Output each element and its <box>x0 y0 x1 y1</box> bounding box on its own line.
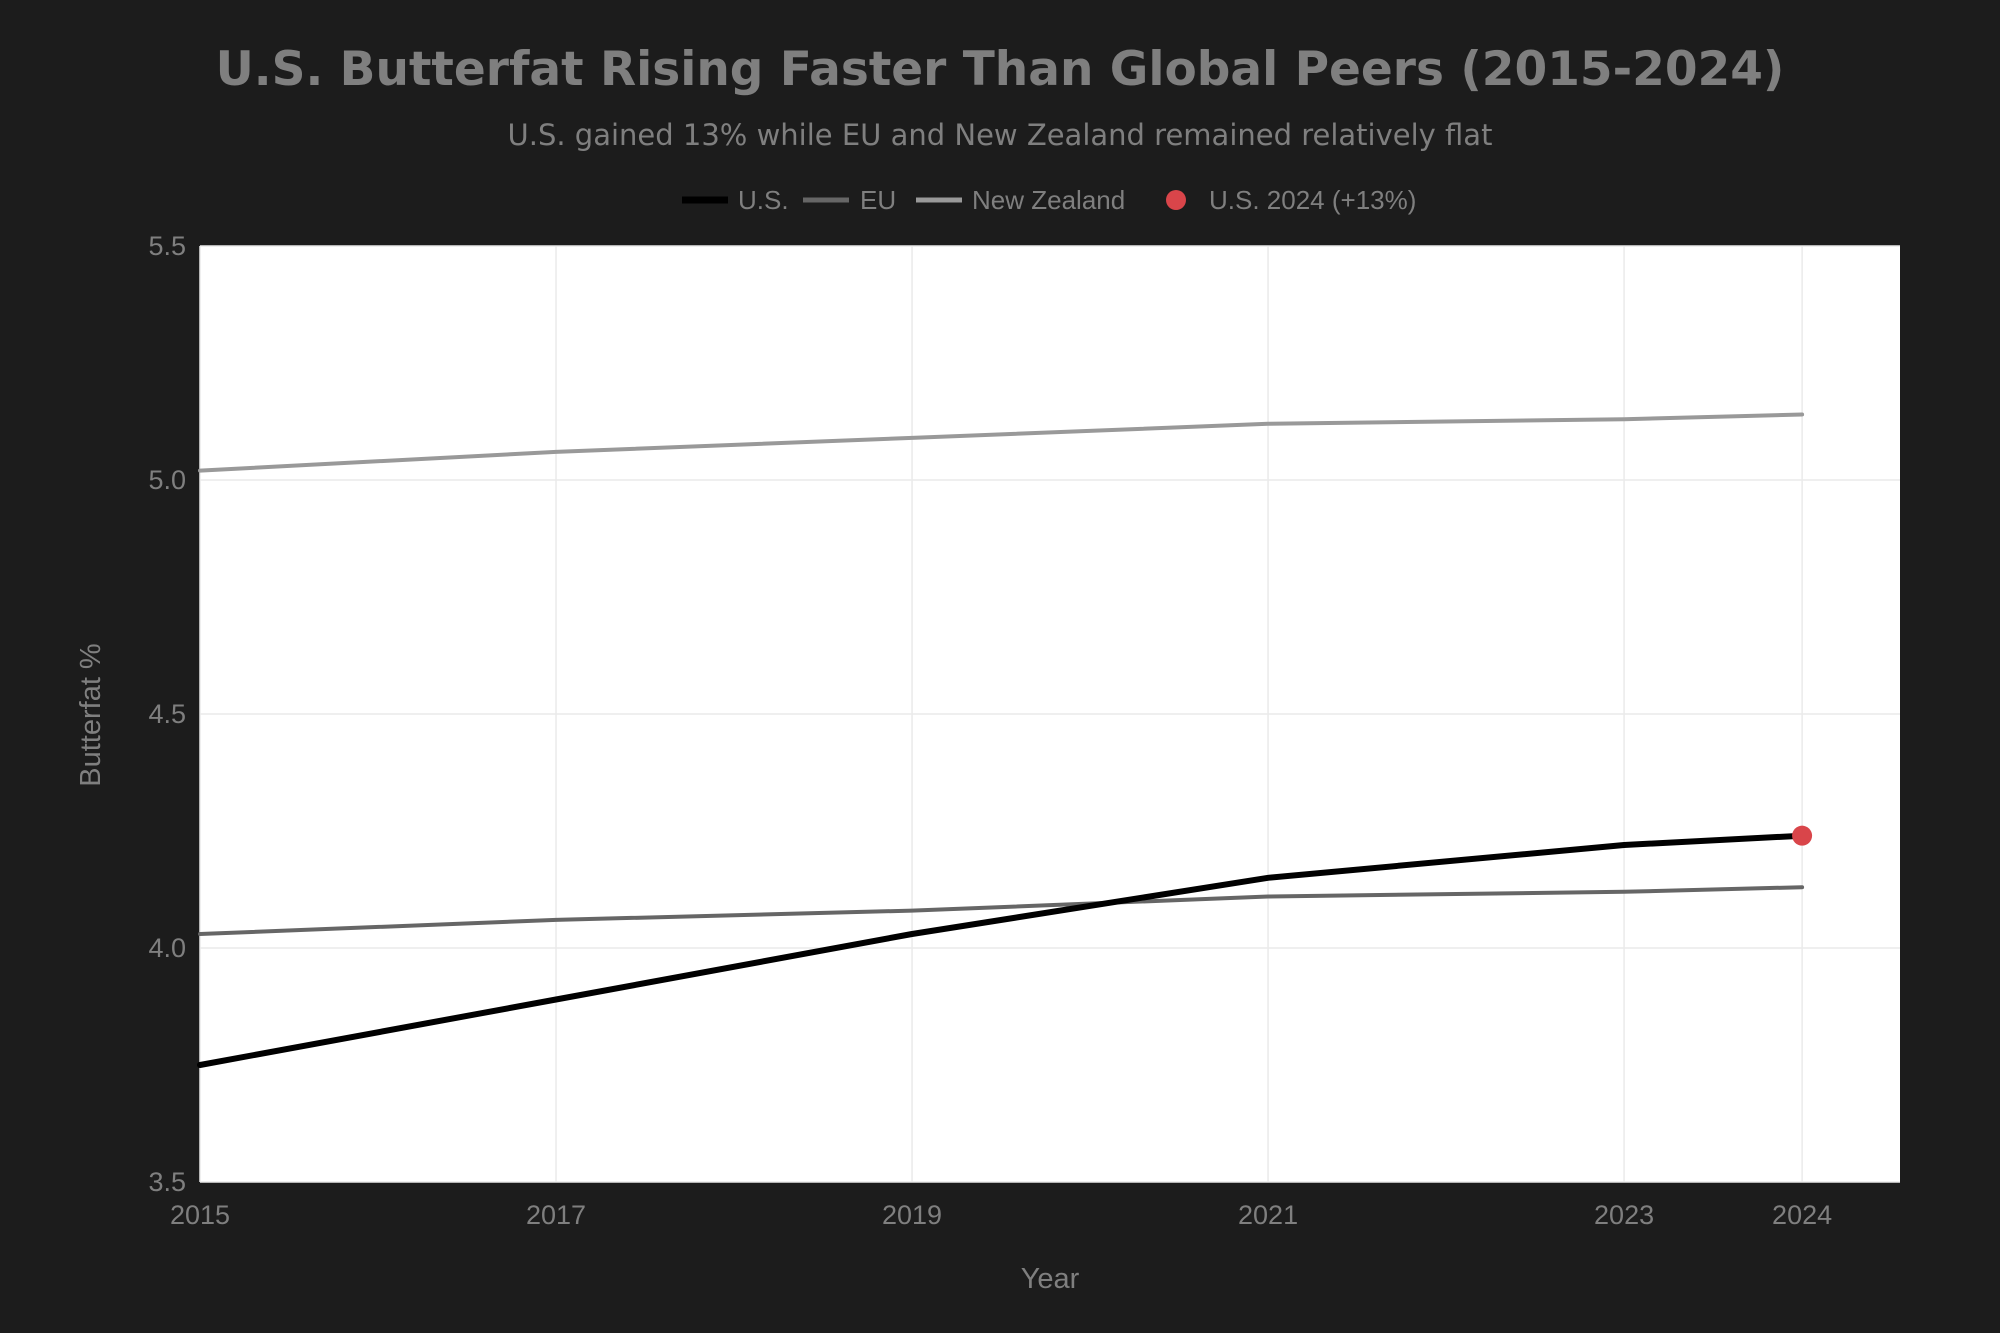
legend-label: New Zealand <box>972 185 1125 215</box>
chart-title: U.S. Butterfat Rising Faster Than Global… <box>216 42 1785 97</box>
legend-swatch <box>1166 190 1186 210</box>
y-axis: 3.5 4.0 4.5 5.0 5.5 <box>148 231 186 1197</box>
series-lines <box>197 412 1806 1068</box>
y-tick-label: 3.5 <box>148 1167 186 1197</box>
x-tick-label: 2019 <box>882 1200 942 1230</box>
legend-label: U.S. 2024 (+13%) <box>1209 185 1416 215</box>
x-axis-label: Year <box>1021 1263 1080 1295</box>
x-tick-label: 2015 <box>170 1200 230 1230</box>
x-tick-label: 2021 <box>1238 1200 1298 1230</box>
x-tick-label: 2023 <box>1594 1200 1654 1230</box>
legend-label: U.S. <box>738 185 789 215</box>
series-line-new-zealand <box>198 412 1805 473</box>
y-tick-label: 5.0 <box>148 465 186 495</box>
x-axis: 2015 2017 2019 2021 2023 2024 <box>170 1200 1832 1230</box>
x-tick-label: 2024 <box>1772 1200 1832 1230</box>
y-tick-label: 4.0 <box>148 933 186 963</box>
y-tick-label: 5.5 <box>148 231 186 261</box>
chart-subtitle: U.S. gained 13% while EU and New Zealand… <box>508 118 1493 152</box>
y-tick-label: 4.5 <box>148 699 186 729</box>
legend-label: EU <box>860 185 896 215</box>
series-line-u-s <box>197 832 1806 1068</box>
highlight-markers <box>1792 825 1813 846</box>
legend: U.S. EU New Zealand U.S. 2024 (+13%) <box>682 185 1416 215</box>
gridlines <box>199 245 1900 1183</box>
y-axis-label: Butterfat % <box>75 643 107 786</box>
highlight-point <box>1792 825 1813 846</box>
x-tick-label: 2017 <box>526 1200 586 1230</box>
